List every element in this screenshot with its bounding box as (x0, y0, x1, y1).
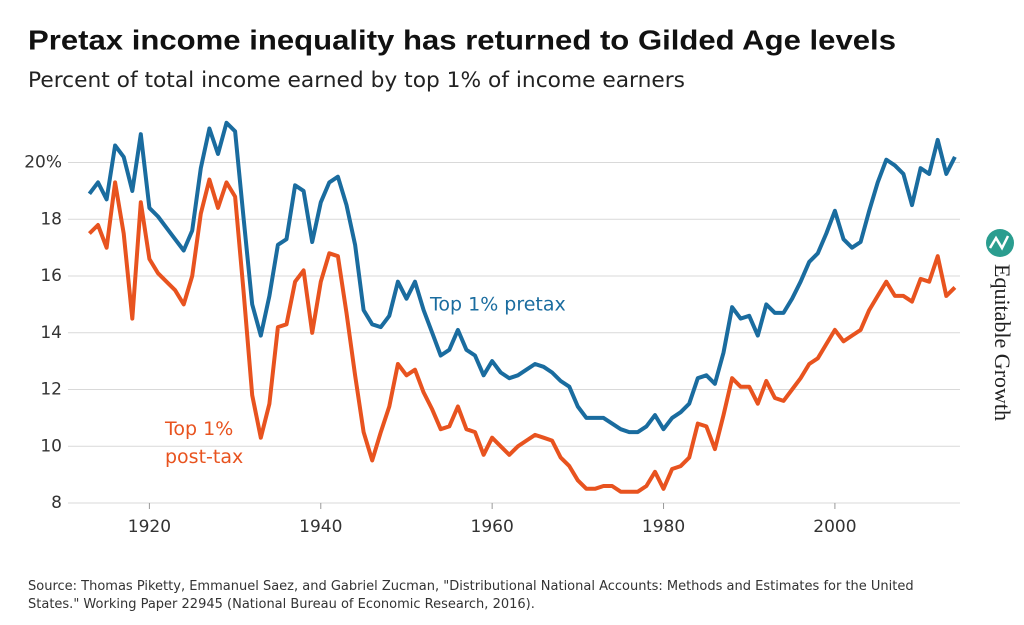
series-label: Top 1% post-tax (165, 418, 244, 468)
x-tick-label: 1940 (299, 517, 342, 537)
series-line (87, 177, 957, 494)
x-tick-label: 1960 (471, 517, 514, 537)
chart-title: Pretax income inequality has returned to… (28, 24, 896, 55)
y-tick-label: 14 (40, 323, 62, 343)
y-tick-label: 18 (40, 209, 62, 229)
brand-icon-mark (988, 235, 1010, 251)
y-tick-label: 12 (40, 380, 62, 400)
plot-area: 8 10 12 14 16 18 20% 1920 1940 1960 1980 2000 Top 1%… (24, 120, 960, 537)
chart-subtitle: Percent of total income earned by top 1%… (28, 68, 685, 92)
y-tick-label: 16 (40, 266, 62, 286)
y-tick-label: 10 (40, 436, 62, 456)
series-line (87, 120, 957, 435)
brand: Equitable Growth (990, 264, 1015, 421)
y-tick-label: 20% (24, 153, 62, 173)
x-tick-label: 1920 (128, 517, 171, 537)
series-label: Top 1% pretax (429, 294, 566, 316)
source-note: Source: Thomas Piketty, Emmanuel Saez, a… (28, 579, 914, 612)
x-tick-label: 1980 (642, 517, 685, 537)
x-tick-label: 2000 (813, 517, 856, 537)
y-tick-label: 8 (51, 493, 62, 513)
